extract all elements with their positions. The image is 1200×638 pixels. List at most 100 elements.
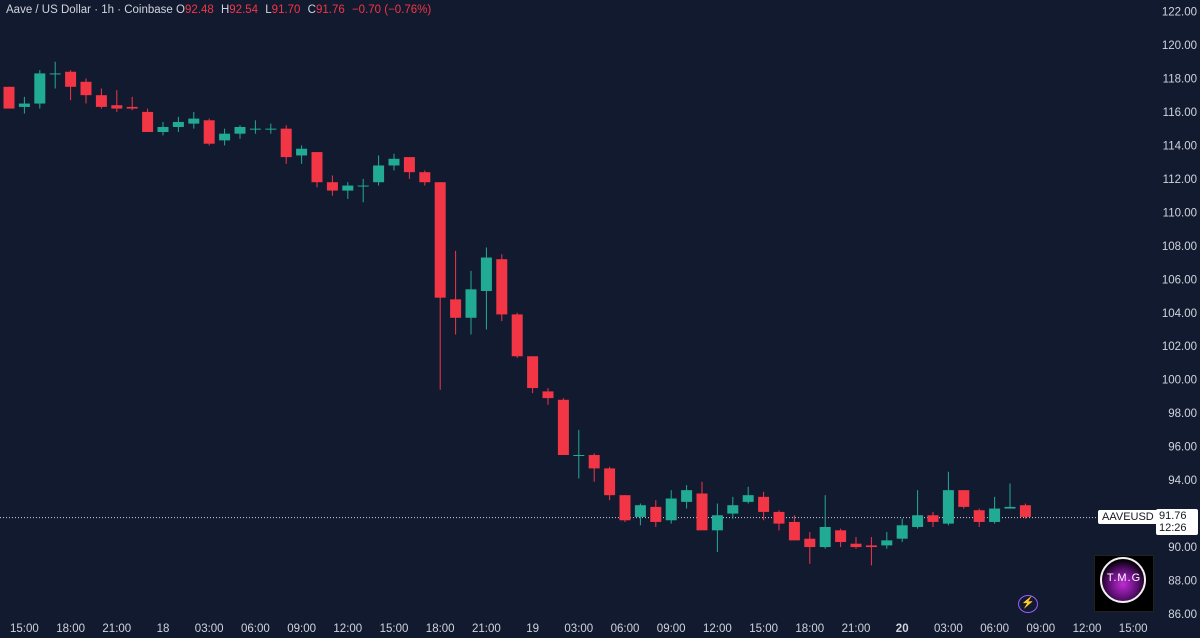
- candle-up[interactable]: [157, 126, 169, 132]
- y-tick-label: 116.00: [1163, 107, 1197, 119]
- legend-low: 91.70: [271, 4, 301, 16]
- candle-down[interactable]: [511, 314, 523, 357]
- candle-down[interactable]: [434, 182, 446, 298]
- candle-down[interactable]: [65, 71, 77, 87]
- x-tick-label: 18:00: [795, 623, 824, 635]
- candle-up[interactable]: [896, 525, 908, 539]
- y-tick-label: 122.00: [1162, 7, 1197, 19]
- candle-up[interactable]: [819, 526, 831, 548]
- candle-down[interactable]: [850, 543, 862, 548]
- candle-down[interactable]: [835, 530, 847, 543]
- candle-up[interactable]: [681, 490, 693, 502]
- candle-down[interactable]: [865, 545, 877, 548]
- candle-up[interactable]: [989, 508, 1001, 522]
- x-tick-label: 20: [896, 623, 909, 635]
- x-tick-label: 19: [526, 623, 539, 635]
- candle-down[interactable]: [3, 86, 15, 109]
- last-price-value: 91.76: [1159, 510, 1187, 522]
- candle-down[interactable]: [973, 510, 985, 522]
- candle-down[interactable]: [419, 172, 431, 183]
- y-tick-label: 104.00: [1162, 308, 1197, 320]
- candle-up[interactable]: [634, 505, 646, 517]
- candle-down[interactable]: [403, 157, 415, 173]
- time-axis[interactable]: 15:00 18:00 21:00 18 03:00 06:00 09:00 12:00 15:…: [10, 623, 1148, 635]
- candle-down[interactable]: [326, 182, 338, 191]
- y-tick-label: 88.00: [1168, 576, 1197, 588]
- candle-up[interactable]: [342, 185, 354, 191]
- candle-up[interactable]: [18, 103, 30, 107]
- candle-down[interactable]: [804, 538, 816, 548]
- candle-down[interactable]: [542, 391, 554, 399]
- x-tick-label: 03:00: [564, 623, 593, 635]
- candle-up[interactable]: [573, 455, 585, 457]
- y-tick-label: 102.00: [1162, 341, 1197, 353]
- candle-down[interactable]: [280, 128, 292, 158]
- candle-up[interactable]: [711, 515, 723, 531]
- candle-up[interactable]: [219, 133, 231, 141]
- candle-down[interactable]: [758, 496, 770, 512]
- legend-title: Aave / US Dollar · 1h · Coinbase: [6, 4, 173, 16]
- candle-up[interactable]: [388, 158, 400, 166]
- candle-down[interactable]: [203, 120, 215, 144]
- x-tick-label: 09:00: [1026, 623, 1055, 635]
- candle-up[interactable]: [1004, 506, 1016, 509]
- candle-down[interactable]: [126, 106, 138, 109]
- x-tick-label: 09:00: [287, 623, 316, 635]
- candle-up[interactable]: [249, 128, 261, 130]
- candle-down[interactable]: [927, 515, 939, 522]
- y-tick-label: 108.00: [1162, 241, 1197, 253]
- candle-down[interactable]: [696, 493, 708, 531]
- x-tick-label: 06:00: [611, 623, 640, 635]
- x-tick-label: 18:00: [426, 623, 455, 635]
- candle-down[interactable]: [311, 152, 323, 183]
- legend-high: 92.54: [229, 4, 259, 16]
- candle-up[interactable]: [881, 540, 893, 546]
- candle-up[interactable]: [234, 126, 246, 134]
- candle-up[interactable]: [727, 505, 739, 514]
- candle-up[interactable]: [373, 165, 385, 183]
- candle-up[interactable]: [742, 495, 754, 502]
- candle-up[interactable]: [665, 498, 677, 521]
- candle-down[interactable]: [650, 506, 662, 522]
- x-tick-label: 09:00: [657, 623, 686, 635]
- candle-down[interactable]: [80, 81, 92, 96]
- x-tick-label: 15:00: [380, 623, 409, 635]
- candle-up[interactable]: [49, 73, 61, 75]
- candle-up[interactable]: [296, 148, 308, 156]
- y-tick-label: 100.00: [1162, 375, 1197, 387]
- y-tick-label: 120.00: [1162, 40, 1197, 52]
- candle-up[interactable]: [265, 128, 277, 130]
- y-tick-label: 86.00: [1168, 609, 1197, 621]
- price-axis[interactable]: 86.0088.0090.0092.0094.0096.0098.00100.0…: [1162, 7, 1197, 622]
- candle-down[interactable]: [95, 95, 107, 107]
- candle-down[interactable]: [111, 105, 123, 109]
- candle-down[interactable]: [496, 259, 508, 315]
- candle-down[interactable]: [142, 111, 154, 132]
- y-tick-label: 96.00: [1168, 442, 1197, 454]
- candle-up[interactable]: [465, 289, 477, 318]
- legend-low-label: L: [265, 4, 272, 16]
- candle-up[interactable]: [480, 257, 492, 291]
- candle-up[interactable]: [34, 73, 46, 104]
- candle-down[interactable]: [788, 521, 800, 541]
- x-tick-label: 06:00: [241, 623, 270, 635]
- x-tick-label: 15:00: [10, 623, 39, 635]
- x-tick-label: 06:00: [980, 623, 1009, 635]
- candle-up[interactable]: [942, 490, 954, 524]
- candle-down[interactable]: [773, 511, 785, 524]
- candle-down[interactable]: [527, 356, 539, 389]
- candle-down[interactable]: [450, 299, 462, 318]
- legend-close-label: C: [307, 4, 316, 16]
- candle-down[interactable]: [619, 495, 631, 521]
- candle-up[interactable]: [912, 515, 924, 527]
- lightning-bolt-icon[interactable]: ⚡: [1018, 595, 1038, 613]
- candle-down[interactable]: [1019, 505, 1031, 517]
- candle-down[interactable]: [604, 468, 616, 496]
- candle-down[interactable]: [958, 490, 970, 507]
- candle-down[interactable]: [588, 455, 600, 469]
- candle-up[interactable]: [172, 121, 184, 127]
- candle-down[interactable]: [557, 399, 569, 456]
- candle-up[interactable]: [188, 118, 200, 124]
- candle-up[interactable]: [357, 185, 369, 187]
